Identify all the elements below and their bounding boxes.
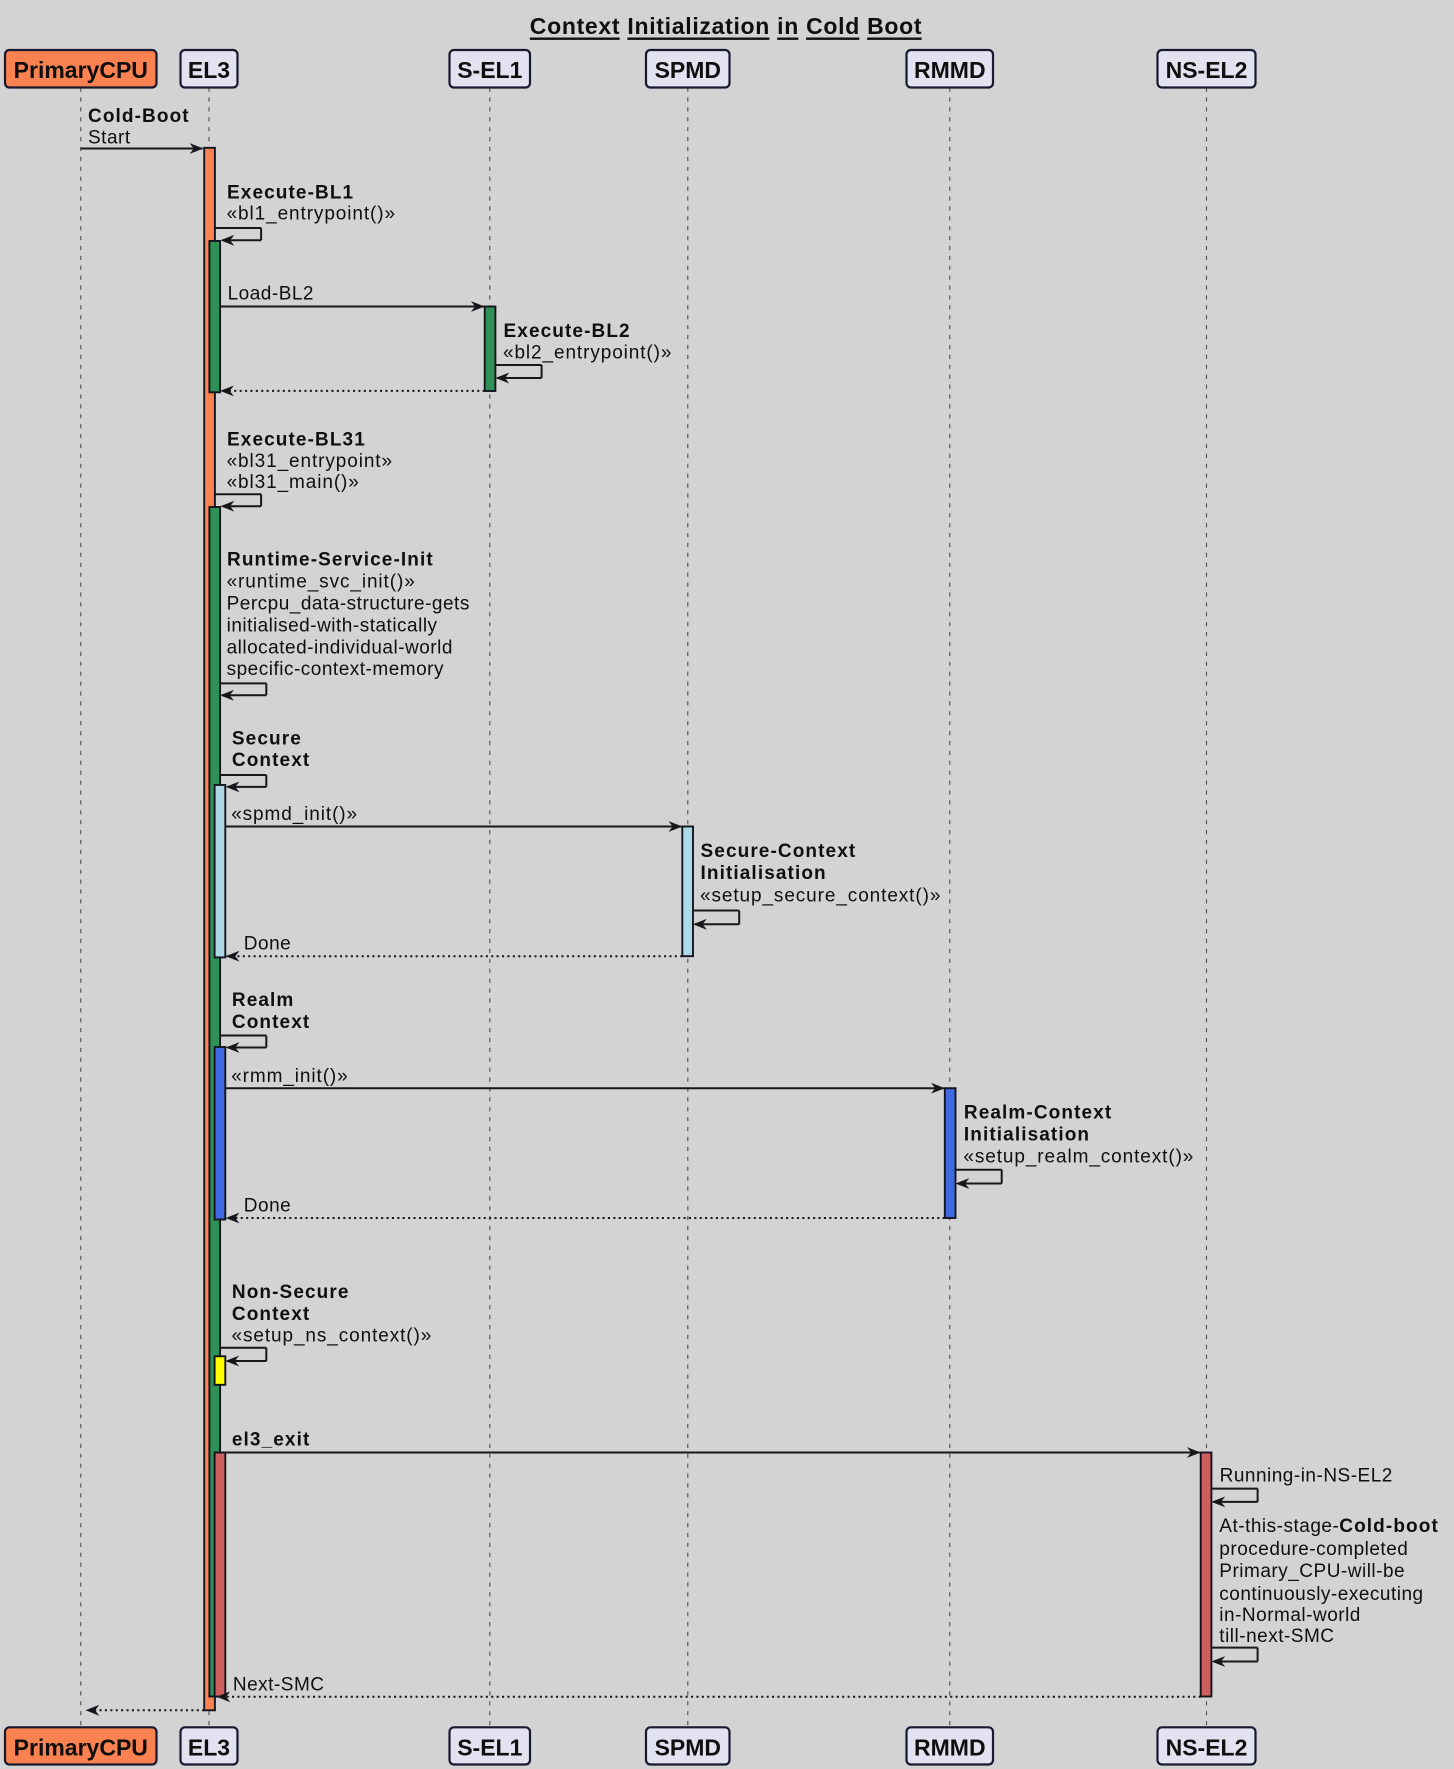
- svg-text:Done: Done: [244, 933, 291, 954]
- svg-text:Percpu_data-structure-gets: Percpu_data-structure-gets: [227, 593, 470, 614]
- svg-text:Execute-BL2: Execute-BL2: [504, 321, 631, 342]
- svg-text:PrimaryCPU: PrimaryCPU: [14, 57, 148, 83]
- svg-text:Realm: Realm: [232, 990, 295, 1011]
- svg-text:Realm-Context: Realm-Context: [964, 1103, 1112, 1124]
- svg-text:specific-context-memory: specific-context-memory: [227, 659, 444, 680]
- svg-text:Runtime-Service-Init: Runtime-Service-Init: [227, 550, 434, 571]
- svg-text:EL3: EL3: [188, 1734, 230, 1760]
- svg-text:«bl1_entrypoint()»: «bl1_entrypoint()»: [227, 204, 396, 225]
- svg-text:S-EL1: S-EL1: [457, 57, 522, 83]
- svg-text:«spmd_init()»: «spmd_init()»: [231, 804, 358, 825]
- svg-text:Cold-Boot: Cold-Boot: [88, 106, 190, 127]
- svg-text:Non-Secure: Non-Secure: [232, 1282, 350, 1303]
- svg-text:SPMD: SPMD: [655, 1734, 721, 1760]
- svg-text:At-this-stage-Cold-boot: At-this-stage-Cold-boot: [1219, 1516, 1439, 1537]
- svg-text:Secure-Context: Secure-Context: [701, 841, 857, 862]
- svg-text:«setup_ns_context()»: «setup_ns_context()»: [232, 1325, 433, 1346]
- svg-text:«setup_realm_context()»: «setup_realm_context()»: [963, 1146, 1194, 1167]
- svg-text:RMMD: RMMD: [914, 1734, 986, 1760]
- svg-text:Next-SMC: Next-SMC: [233, 1674, 325, 1695]
- svg-text:RMMD: RMMD: [914, 57, 986, 83]
- svg-text:allocated-individual-world: allocated-individual-world: [227, 637, 453, 658]
- svg-text:«rmm_init()»: «rmm_init()»: [231, 1066, 348, 1087]
- svg-text:Load-BL2: Load-BL2: [228, 283, 314, 304]
- svg-text:«bl2_entrypoint()»: «bl2_entrypoint()»: [503, 342, 672, 363]
- svg-text:Primary_CPU-will-be: Primary_CPU-will-be: [1219, 1561, 1405, 1582]
- svg-text:procedure-completed: procedure-completed: [1219, 1539, 1408, 1560]
- svg-text:Done: Done: [244, 1196, 291, 1217]
- svg-text:«bl31_main()»: «bl31_main()»: [227, 472, 360, 493]
- svg-text:Secure: Secure: [232, 728, 302, 749]
- svg-text:Execute-BL31: Execute-BL31: [227, 430, 366, 451]
- svg-text:«bl31_entrypoint»: «bl31_entrypoint»: [227, 451, 393, 472]
- svg-text:in-Normal-world: in-Normal-world: [1219, 1605, 1361, 1626]
- svg-text:el3_exit: el3_exit: [232, 1429, 311, 1450]
- svg-text:continuously-executing: continuously-executing: [1219, 1584, 1423, 1605]
- svg-text:Execute-BL1: Execute-BL1: [227, 183, 354, 204]
- svg-text:Initialisation: Initialisation: [964, 1125, 1090, 1146]
- svg-text:«setup_secure_context()»: «setup_secure_context()»: [700, 886, 941, 907]
- svg-text:initialised-with-statically: initialised-with-statically: [227, 615, 438, 636]
- svg-text:till-next-SMC: till-next-SMC: [1219, 1626, 1334, 1647]
- svg-text:Context: Context: [232, 750, 310, 771]
- svg-text:Context: Context: [232, 1012, 310, 1033]
- svg-text:S-EL1: S-EL1: [457, 1734, 522, 1760]
- svg-text:Context: Context: [232, 1304, 310, 1325]
- svg-text:EL3: EL3: [188, 57, 230, 83]
- svg-text:SPMD: SPMD: [655, 57, 721, 83]
- svg-text:Start: Start: [88, 128, 131, 149]
- svg-text:Running-in-NS-EL2: Running-in-NS-EL2: [1220, 1465, 1393, 1486]
- svg-text:Context Initialization in Cold: Context Initialization in Cold Boot: [530, 13, 922, 39]
- svg-text:PrimaryCPU: PrimaryCPU: [14, 1734, 148, 1760]
- svg-text:NS-EL2: NS-EL2: [1166, 1734, 1248, 1760]
- svg-text:Initialisation: Initialisation: [701, 863, 827, 884]
- svg-text:«runtime_svc_init()»: «runtime_svc_init()»: [227, 571, 416, 592]
- svg-text:NS-EL2: NS-EL2: [1166, 57, 1248, 83]
